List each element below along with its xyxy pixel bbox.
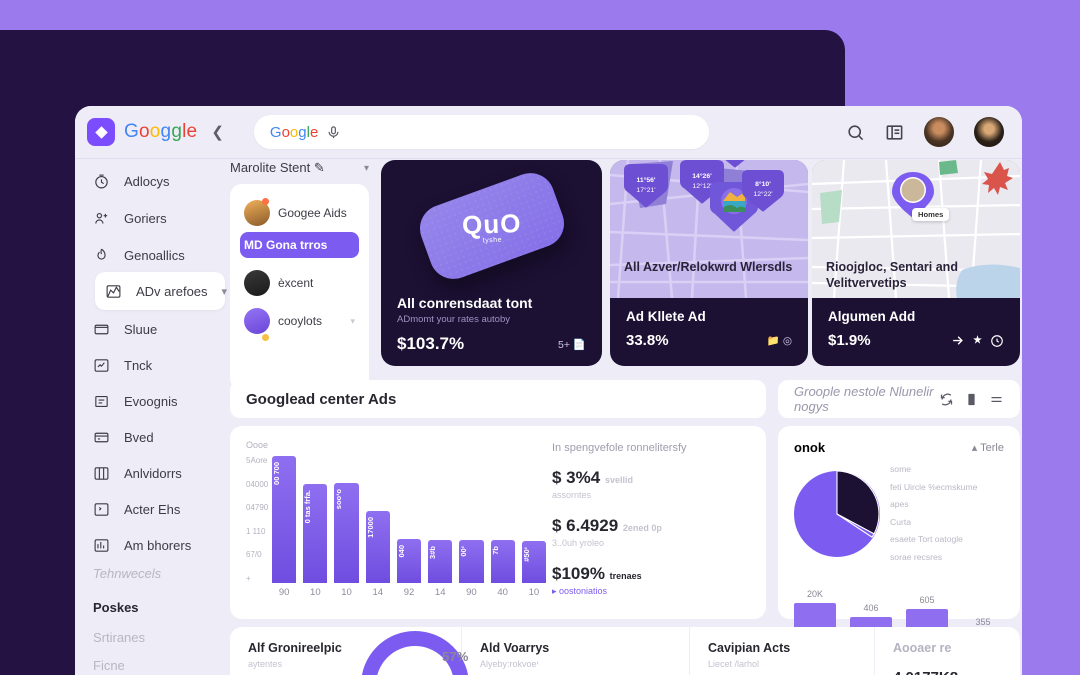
- svg-text:8°10': 8°10': [755, 180, 771, 188]
- svg-text:11°56': 11°56': [636, 176, 655, 184]
- svg-text:17°21': 17°21': [636, 186, 655, 194]
- svg-text:12°22': 12°22': [753, 190, 772, 198]
